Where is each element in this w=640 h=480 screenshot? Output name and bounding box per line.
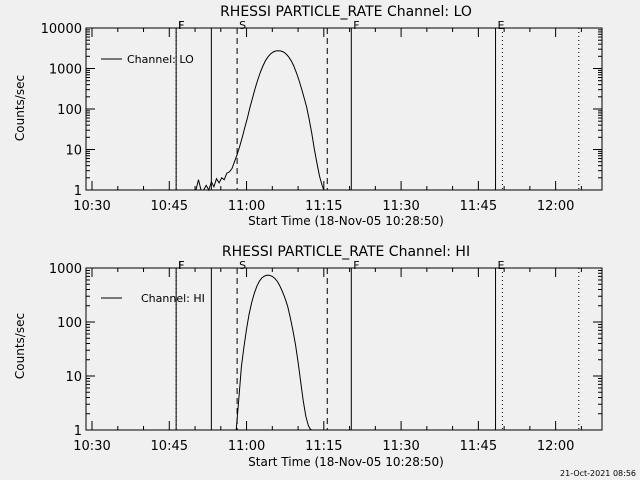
x-tick-label: 10:30 <box>73 439 110 454</box>
chart-channel-lo: RHESSI PARTICLE_RATE Channel: LO Counts/… <box>13 4 603 228</box>
y-tick-label: 1 <box>74 424 82 439</box>
series-line <box>195 50 325 192</box>
x-axis-label: Start Time (18-Nov-05 10:28:50) <box>248 455 444 469</box>
x-tick-label: 11:45 <box>460 199 497 214</box>
chart-title: RHESSI PARTICLE_RATE Channel: LO <box>220 4 472 20</box>
footer-timestamp: 21-Oct-2021 08:56 <box>560 469 636 478</box>
marker-label: E <box>498 19 505 32</box>
x-tick-label: 10:45 <box>151 199 188 214</box>
marker-label: F <box>178 19 184 32</box>
x-tick-label: 11:00 <box>228 199 265 214</box>
marker-label: F <box>353 259 359 272</box>
x-tick-label: 11:30 <box>382 199 419 214</box>
y-tick-label: 100 <box>57 316 82 331</box>
x-tick-label: 12:00 <box>537 439 574 454</box>
x-tick-label: 11:15 <box>305 439 342 454</box>
y-tick-label: 1 <box>74 184 82 199</box>
series-line <box>235 274 313 431</box>
x-tick-label: 11:30 <box>382 439 419 454</box>
legend-label: Channel: LO <box>127 53 194 66</box>
x-axis-label: Start Time (18-Nov-05 10:28:50) <box>248 214 444 228</box>
x-tick-label: 10:30 <box>73 199 110 214</box>
x-tick-label: 12:00 <box>537 199 574 214</box>
marker-label: F <box>353 19 359 32</box>
legend-label: Channel: HI <box>141 292 205 305</box>
chart-channel-hi: RHESSI PARTICLE_RATE Channel: HI Counts/… <box>13 244 603 469</box>
marker-label: S <box>239 19 246 32</box>
y-tick-label: 10000 <box>41 22 82 37</box>
x-tick-label: 11:15 <box>305 199 342 214</box>
y-axis-label: Counts/sec <box>13 313 27 379</box>
x-tick-label: 11:00 <box>228 439 265 454</box>
y-axis-label: Counts/sec <box>13 75 27 141</box>
y-tick-label: 10 <box>65 144 82 159</box>
x-tick-label: 11:45 <box>460 439 497 454</box>
marker-label: F <box>178 259 184 272</box>
y-tick-label: 1000 <box>49 262 82 277</box>
marker-label: F <box>178 19 184 32</box>
plot-frame <box>85 267 603 431</box>
chart-title: RHESSI PARTICLE_RATE Channel: HI <box>222 244 470 260</box>
y-tick-label: 1000 <box>49 63 82 78</box>
marker-label: F <box>178 259 184 272</box>
marker-label: S <box>239 259 246 272</box>
x-tick-label: 10:45 <box>151 439 188 454</box>
y-tick-label: 100 <box>57 103 82 118</box>
marker-label: E <box>498 259 505 272</box>
y-tick-label: 10 <box>65 370 82 385</box>
